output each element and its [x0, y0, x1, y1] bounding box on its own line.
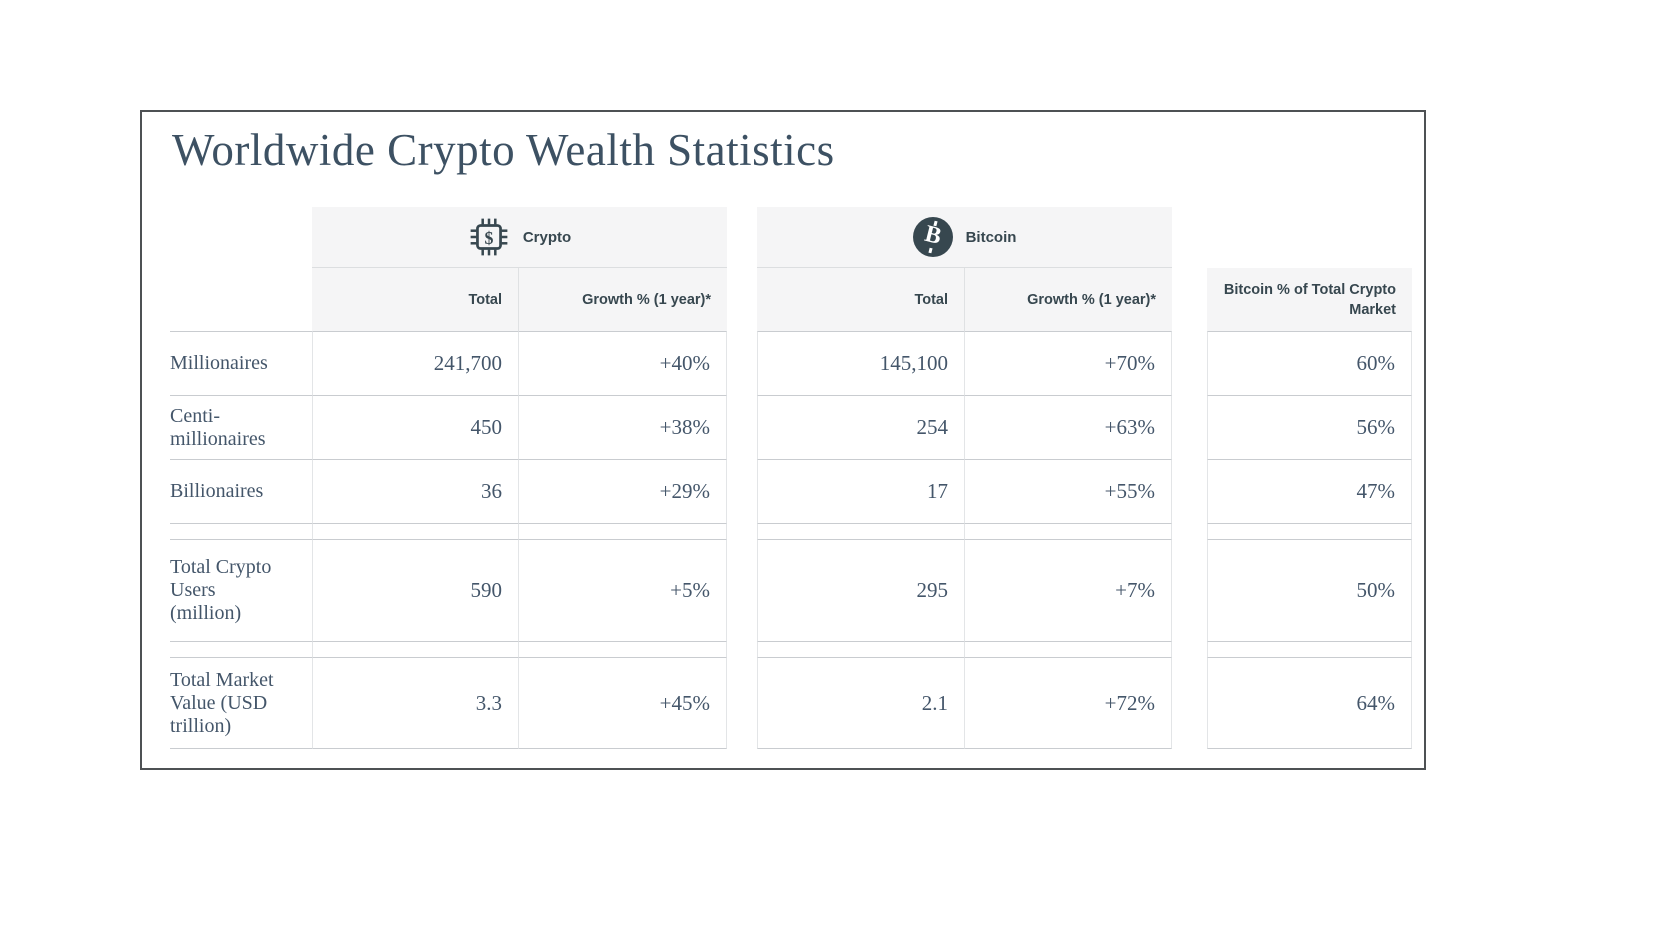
cell-crypto-total: 3.3 — [312, 657, 518, 749]
row-label: Total Crypto Users (million) — [170, 539, 312, 641]
cell-crypto-growth: +40% — [518, 331, 727, 395]
cell-crypto-growth: +38% — [518, 395, 727, 459]
crypto-group-label: Crypto — [522, 228, 572, 246]
cell-crypto-growth: +45% — [518, 657, 727, 749]
cell-bitcoin-growth: +63% — [964, 395, 1172, 459]
cell-bitcoin-total: 254 — [757, 395, 964, 459]
svg-text:$: $ — [484, 228, 493, 248]
cell-crypto-total: 450 — [312, 395, 518, 459]
cell-bitcoin-growth: +72% — [964, 657, 1172, 749]
col-header-bitcoin-growth: Growth % (1 year)* — [964, 268, 1172, 331]
col-header-bitcoin-total: Total — [757, 268, 964, 331]
row-label: Millionaires — [170, 331, 312, 395]
cell-bitcoin-growth: +7% — [964, 539, 1172, 641]
cell-bitcoin-share: 64% — [1207, 657, 1412, 749]
cell-bitcoin-total: 2.1 — [757, 657, 964, 749]
stats-card: Worldwide Crypto Wealth Statistics $ Cry… — [140, 110, 1426, 770]
cell-crypto-total: 36 — [312, 459, 518, 523]
cell-bitcoin-total: 145,100 — [757, 331, 964, 395]
cell-crypto-total: 241,700 — [312, 331, 518, 395]
bitcoin-icon: B — [912, 217, 953, 257]
cell-bitcoin-total: 17 — [757, 459, 964, 523]
row-label: Total Market Value (USD trillion) — [170, 657, 312, 749]
cell-crypto-total: 590 — [312, 539, 518, 641]
col-header-crypto-total: Total — [312, 268, 518, 331]
spacer-row — [170, 523, 312, 539]
col-header-crypto-growth: Growth % (1 year)* — [518, 268, 727, 331]
cell-bitcoin-share: 60% — [1207, 331, 1412, 395]
bitcoin-group-label: Bitcoin — [965, 228, 1017, 246]
stats-table: $ Crypto B Bitcoin Total Growth % (1 yea… — [170, 207, 1412, 749]
cell-bitcoin-share: 56% — [1207, 395, 1412, 459]
cell-crypto-growth: +5% — [518, 539, 727, 641]
spacer-row — [170, 641, 312, 657]
cell-bitcoin-share: 50% — [1207, 539, 1412, 641]
cell-bitcoin-growth: +70% — [964, 331, 1172, 395]
cell-bitcoin-total: 295 — [757, 539, 964, 641]
cell-bitcoin-share: 47% — [1207, 459, 1412, 523]
crypto-chip-icon: $ — [470, 218, 508, 256]
row-label: Centi-millionaires — [170, 395, 312, 459]
col-header-bitcoin-share: Bitcoin % of Total Crypto Market — [1207, 268, 1412, 331]
page-title: Worldwide Crypto Wealth Statistics — [172, 125, 835, 175]
group-header-crypto: $ Crypto — [312, 207, 727, 268]
row-label: Billionaires — [170, 459, 312, 523]
cell-crypto-growth: +29% — [518, 459, 727, 523]
cell-bitcoin-growth: +55% — [964, 459, 1172, 523]
group-header-bitcoin: B Bitcoin — [757, 207, 1172, 268]
